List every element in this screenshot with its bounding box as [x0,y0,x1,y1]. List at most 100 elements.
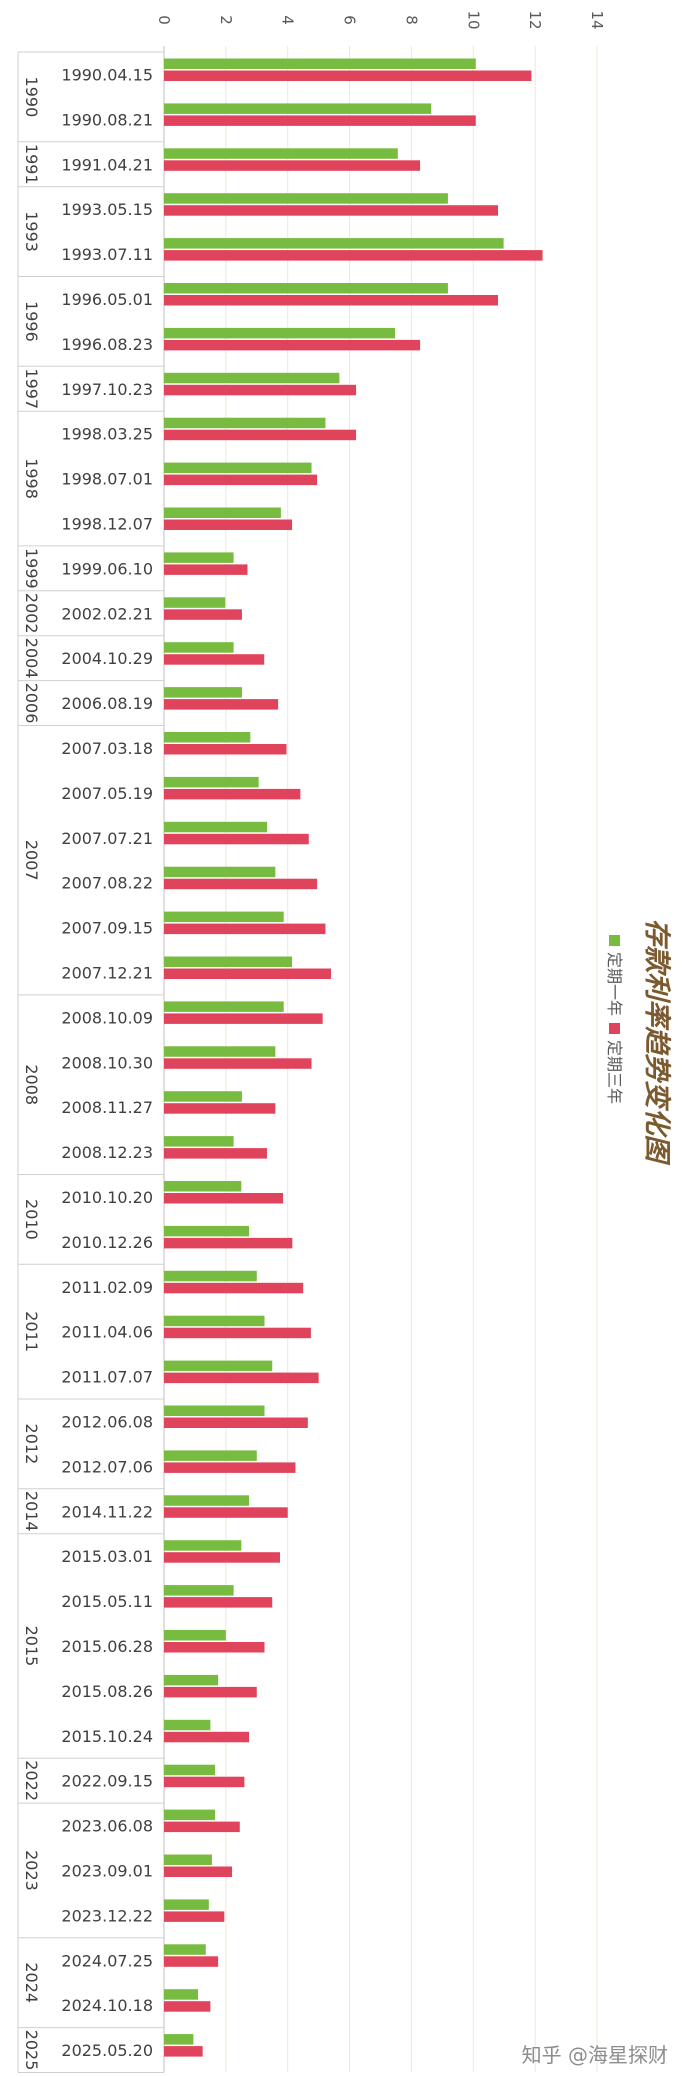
bar-three-year [164,1686,257,1698]
bar-one-year [164,507,281,518]
year-group-label: 2012 [22,1424,41,1465]
category-label: 1993.07.11 [61,245,153,264]
category-label: 2015.08.26 [61,1682,153,1701]
legend-label-one-year: 定期一年 [605,952,624,1016]
bar-three-year [164,474,318,486]
bar-three-year [164,384,357,396]
bar-three-year [164,2001,211,2012]
bar-three-year [164,1821,240,1833]
bar-one-year [164,103,432,114]
bar-one-year [164,1989,199,2000]
year-group-label: 2008 [22,1064,41,1105]
bar-three-year [164,923,326,935]
bars [164,58,543,2057]
year-group-label: 2007 [22,840,41,881]
bar-three-year [164,70,532,81]
bar-three-year [164,339,421,351]
category-label: 2015.06.28 [61,1637,153,1656]
bar-one-year [164,283,448,294]
bar-one-year [164,148,398,159]
category-label: 2002.02.21 [61,604,153,623]
x-tick-label: 6 [341,15,359,25]
x-tick-label: 8 [402,15,420,25]
bar-three-year [164,1507,288,1518]
bar-three-year [164,833,309,845]
bar-three-year [164,115,476,126]
category-label: 2024.10.18 [61,1996,153,2015]
bar-one-year [164,1001,284,1012]
bar-one-year [164,1225,250,1237]
bar-one-year [164,193,448,204]
legend-label-three-year: 定期三年 [605,1040,624,1104]
bar-three-year [164,1103,276,1114]
category-label: 2007.05.19 [61,784,153,803]
bar-one-year [164,1450,257,1461]
year-group-label: 1997 [22,368,41,409]
bar-three-year [164,1597,273,1608]
year-group-label: 2024 [22,1962,41,2003]
bar-one-year [164,1181,242,1192]
bar-three-year [164,1552,280,1563]
category-label: 2010.10.20 [61,1188,153,1207]
category-label: 2007.03.18 [61,739,153,758]
bar-one-year [164,642,234,653]
bar-one-year [164,1674,219,1686]
bar-one-year [164,1315,265,1327]
bar-three-year [164,160,421,171]
category-label: 2024.07.25 [61,1951,153,1970]
bar-three-year [164,1237,293,1249]
legend-swatch-three-year [609,1023,620,1034]
category-label: 2006.08.19 [61,694,153,713]
bar-three-year [164,519,293,530]
bar-three-year [164,699,279,710]
bar-one-year [164,732,251,743]
bar-one-year [164,1854,212,1865]
bar-three-year [164,1148,267,1159]
bar-three-year [164,2046,203,2057]
legend-swatch-one-year [609,935,620,946]
year-group-label: 2002 [22,593,41,634]
bar-three-year [164,1282,304,1294]
bar-three-year [164,429,357,441]
bar-three-year [164,968,332,979]
bar-one-year [164,821,267,833]
year-group-label: 2006 [22,683,41,724]
category-label: 1998.12.07 [61,514,153,533]
category-label: 2022.09.15 [61,1772,153,1791]
category-label: 2004.10.29 [61,649,153,668]
category-label: 2007.12.21 [61,963,153,982]
category-labels: 1990.04.15 1990.08.21 1991.04.21 1993.05.15… [61,65,153,2060]
year-group-label: 2022 [22,1760,41,1801]
category-label: 1997.10.23 [61,380,153,399]
bar-three-year [164,295,499,306]
bar-three-year [164,1866,233,1877]
bar-one-year [164,1046,276,1057]
bar-three-year [164,609,242,620]
bar-one-year [164,58,476,69]
bar-one-year [164,1899,209,1910]
category-label: 2012.07.06 [61,1457,153,1476]
bar-one-year [164,238,504,249]
category-label: 2008.11.27 [61,1098,153,1117]
year-group-label: 1990 [22,77,41,118]
bar-three-year [164,1731,250,1743]
category-label: 1998.03.25 [61,425,153,444]
bar-one-year [164,1091,242,1102]
chart-title-group: 存款利率趋势变化图 [641,919,672,1166]
category-label: 2007.08.22 [61,874,153,893]
category-label: 2011.04.06 [61,1323,153,1342]
category-label: 2008.10.30 [61,1053,153,1072]
bar-three-year [164,1058,312,1069]
category-label: 2023.09.01 [61,1861,153,1880]
bar-one-year [164,1270,257,1282]
bar-one-year [164,372,340,384]
bar-one-year [164,1764,216,1776]
year-group-label: 2025 [22,2030,41,2071]
bar-three-year [164,1327,311,1339]
bar-one-year [164,956,293,967]
year-group-label: 1996 [22,301,41,342]
bar-three-year [164,1013,323,1024]
year-group-label: 2014 [22,1491,41,1532]
bar-one-year [164,462,312,474]
category-label: 2010.12.26 [61,1233,153,1252]
